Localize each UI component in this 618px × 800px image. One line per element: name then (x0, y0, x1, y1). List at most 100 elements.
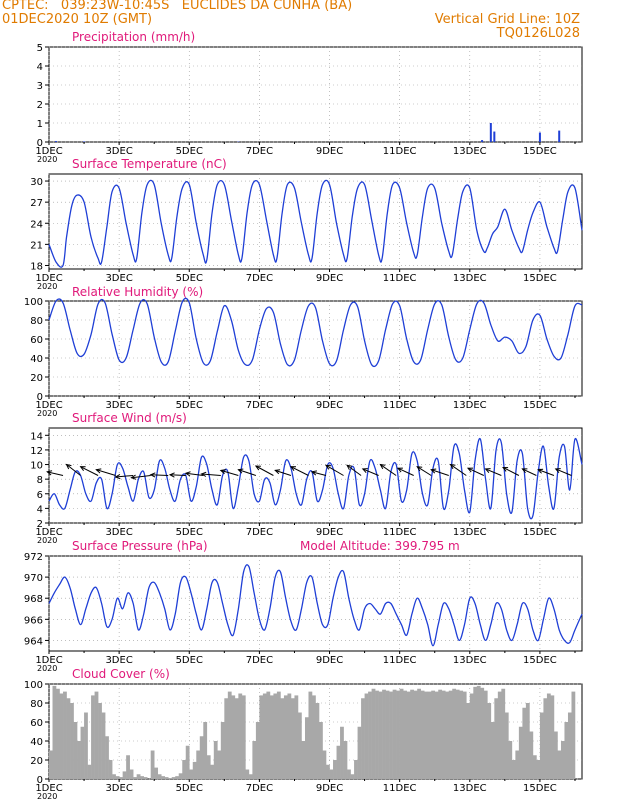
pres-xtick-label: 15DEC (523, 655, 557, 666)
precip-ytick-label: 0 (37, 138, 43, 149)
cloud-bar (564, 722, 569, 779)
cloud-bar (234, 698, 239, 779)
wind-arrow-head (466, 467, 474, 473)
wind-arrow (47, 471, 64, 476)
cloud-bar (476, 685, 481, 779)
cloud-bar (354, 760, 358, 779)
temp-ytick-label: 27 (30, 198, 43, 209)
cloud-bar (238, 693, 243, 779)
cloud-bar (171, 777, 176, 779)
cloud-bar (480, 687, 485, 779)
cloud-bar (406, 691, 411, 779)
wind-arrow (96, 469, 116, 476)
cloud-bar (483, 690, 488, 779)
cloud-bar (567, 712, 572, 779)
cloud-bar (206, 755, 211, 779)
cloud-bar (371, 688, 376, 779)
wind-xtick-label: 13DEC (453, 527, 487, 538)
cloud-bar (266, 691, 271, 779)
cloud-bar (462, 691, 467, 779)
cloud-bar (315, 703, 320, 779)
precip-ytick-label: 2 (37, 100, 43, 111)
cloud-bar (248, 774, 253, 779)
wind-arrow (150, 474, 169, 476)
temp-xtick-label: 3DEC (105, 273, 132, 284)
cloud-bar (77, 741, 81, 779)
cloud-ytick-label: 80 (30, 699, 43, 710)
cloud-bar (199, 736, 204, 779)
cloud-bar (347, 769, 351, 779)
pres-frame (48, 555, 583, 652)
pres-annotation: Model Altitude: 399.795 m (300, 539, 460, 553)
rh-ytick-label: 80 (30, 316, 43, 327)
cloud-bar (203, 722, 208, 779)
cloud-bar (410, 689, 414, 779)
wind-arrow-head (310, 470, 317, 476)
cloud-bar (504, 712, 509, 779)
cloud-bar (490, 722, 495, 779)
cloud-bar (154, 767, 159, 779)
cloud-bar (378, 691, 383, 779)
run-time-header: 01DEC2020 10Z (GMT) (2, 12, 153, 27)
wind-arrow (275, 469, 292, 476)
wind-frame (48, 427, 583, 524)
cloud-bar (532, 755, 537, 779)
wind-arrow-head (484, 468, 491, 474)
cloud-bar (441, 690, 446, 779)
cloud-bar (140, 776, 144, 779)
cloud-bar (276, 691, 281, 779)
temp-xtick-label: 13DEC (453, 273, 487, 284)
pres-ytick-label: 972 (24, 552, 43, 563)
wind-arrow (397, 467, 414, 476)
cloud-bar (70, 703, 74, 779)
cloud-bar (73, 722, 78, 779)
cloud-bar (333, 760, 337, 779)
wind-xtick-label: 15DEC (523, 527, 557, 538)
cloud-ytick-label: 100 (24, 680, 43, 691)
precip-ytick-label: 1 (37, 119, 43, 130)
precip-bar (83, 141, 86, 142)
cloud-bar (269, 695, 274, 779)
wind-xtick-label: 9DEC (316, 527, 343, 538)
cloud-bar (122, 771, 127, 779)
cloud-bar (329, 769, 334, 779)
cloud-bar (220, 722, 225, 779)
pres-xtick-label: 11DEC (383, 655, 417, 666)
cloud-bar (143, 777, 148, 779)
cloud-bar (466, 703, 471, 779)
wind-xtick-label: 3DEC (105, 527, 132, 538)
precip-xtick-label: 11DEC (383, 146, 417, 157)
precip-bar (481, 140, 484, 142)
cloud-bar (259, 695, 264, 779)
cloud-bar (445, 691, 450, 779)
cloud-bar (52, 685, 57, 779)
wind-ytick-label: 8 (37, 475, 43, 486)
cloud-bar (553, 731, 558, 779)
wind-arrow (66, 464, 81, 476)
cloud-bar (290, 698, 295, 779)
cloud-xtick-label: 15DEC (523, 783, 557, 794)
wind-arrow (290, 466, 309, 476)
wind-arrow-head (46, 470, 53, 476)
wind-arrow (220, 469, 239, 476)
cloud-bar (571, 691, 576, 779)
wind-arrow (380, 464, 397, 476)
wind-arrow-head (200, 471, 207, 477)
precip-bar (55, 141, 58, 142)
cloud-bar (364, 693, 369, 779)
precip-xtick-label: 3DEC (105, 146, 132, 157)
cloud-xtick-label: 11DEC (383, 783, 417, 794)
wind-line (48, 437, 583, 520)
cloud-bar (539, 712, 544, 779)
cloud-bar (185, 745, 190, 779)
cloud-bar (56, 688, 60, 779)
precip-title: Precipitation (mm/h) (72, 30, 195, 44)
cloud-bar (536, 760, 541, 779)
cloud-bar (105, 736, 109, 779)
pres-xtick-label: 5DEC (176, 655, 203, 666)
cloud-bar (196, 750, 201, 779)
temp-title: Surface Temperature (nC) (72, 157, 227, 171)
cloud-bar (546, 693, 551, 779)
pres-xtick-label: 9DEC (316, 655, 343, 666)
cloud-bar (497, 691, 502, 779)
